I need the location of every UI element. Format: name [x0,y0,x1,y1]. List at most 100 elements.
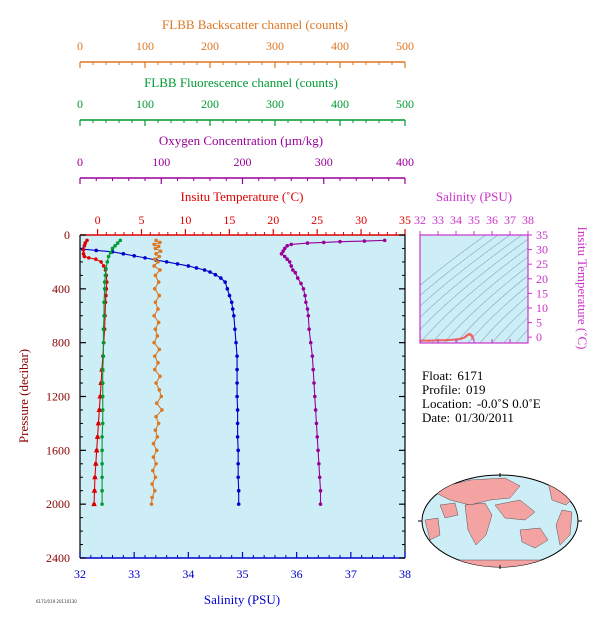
backscatter-data-point [151,455,156,459]
backscatter-data-point [155,334,160,338]
backscatter-data-point [155,435,160,439]
temperature-deep-marker [96,406,103,412]
pressure-tick-label: 1200 [46,390,70,404]
isopycnal-line [431,256,528,343]
salinity-axis-title: Salinity (PSU) [204,592,280,607]
backscatter-data-point [154,401,159,406]
backscatter-data-point [151,468,155,473]
backscatter-tick-label: 200 [201,39,219,53]
oxygen-data-point [305,241,310,245]
isopycnal-line [503,317,528,343]
date-line: Date: 01/30/2011 [422,410,514,425]
isopycnal-line [540,225,601,343]
isopycnal-line [420,247,528,343]
oxygen-data-point [304,300,308,305]
temperature-tick-label: 35 [399,213,411,227]
fluorescence-data-point [100,488,104,493]
backscatter-data-point [156,244,161,249]
salinity-tick-label: 33 [128,567,140,581]
isopycnal-line [420,235,511,307]
temperature-deep-marker [94,433,101,439]
oxygen-tick-label: 200 [234,155,252,169]
backscatter-data-point [153,428,158,432]
fluorescence-tick-label: 300 [266,97,284,111]
ts-x-tick-label: 34 [450,213,462,227]
salinity-data-point [236,461,240,466]
fluorescence-tick-label: 0 [77,97,83,111]
fluorescence-data-point [102,287,107,291]
fluorescence-data-point [115,241,120,245]
isopycnal-line [479,295,528,343]
location-line: Location: -0.0˚S 0.0˚E [422,396,541,411]
float-info: Float: 6171 Profile: 019 Location: -0.0˚S 0… [422,368,541,425]
backscatter-data-point [158,374,162,379]
fluorescence-data-point [103,273,108,278]
world-map-inset [418,473,582,569]
fluorescence-data-point [102,313,106,318]
oxygen-data-point [317,475,322,480]
oxygen-tick-label: 100 [152,155,170,169]
backscatter-data-point [154,381,158,385]
backscatter-data-point [157,254,162,259]
isopycnal-line [420,235,487,286]
salinity-data-point [194,266,199,270]
backscatter-data-point [153,246,158,251]
oxygen-data-point [311,367,315,372]
fluorescence-data-point [100,475,104,480]
backscatter-data-point [154,238,158,243]
fluorescence-tick-label: 100 [136,97,154,111]
backscatter-data-point [156,307,160,311]
salinity-data-point [175,262,180,266]
fluorescence-tick-label: 200 [201,97,219,111]
temperature-tick-label: 30 [355,213,367,227]
oxygen-data-point [281,249,285,253]
oxygen-data-point [289,264,294,268]
pressure-tick-label: 2000 [46,497,70,511]
ts-x-axis-title: Salinity (PSU) [436,189,512,204]
backscatter-data-point [152,488,157,493]
fluorescence-data-point [102,280,107,284]
temperature-deep-marker [93,460,99,466]
isopycnal-line [420,235,523,318]
salinity-data-point [236,475,240,480]
fluorescence-data-point [100,421,105,426]
salinity-data-point [235,381,239,385]
oxygen-data-point [303,293,307,298]
salinity-data-point [233,327,237,332]
ts-y-tick-label: 25 [536,257,548,271]
temperature-tick-label: 0 [95,213,101,227]
backscatter-data-point [152,287,157,291]
backscatter-data-point [156,421,161,426]
backscatter-data-point [157,347,162,352]
backscatter-data-point [150,495,154,500]
fluorescence-data-point [100,448,104,453]
oxygen-data-point [313,408,318,412]
backscatter-data-point [152,354,157,358]
fluorescence-data-point [100,435,104,439]
salinity-data-point [202,268,207,272]
ts-x-tick-label: 32 [414,213,426,227]
salinity-data-point [223,280,227,284]
backscatter-data-point [150,482,154,486]
backscatter-data-point [156,361,160,365]
oxygen-data-point [285,257,289,262]
oxygen-data-point [318,488,323,493]
backscatter-data-point [156,280,161,284]
ts-x-tick-label: 37 [504,213,516,227]
salinity-data-point [132,254,136,258]
fluorescence-tick-label: 400 [331,97,349,111]
salinity-data-point [235,408,240,412]
profile-plot-area [80,235,405,558]
ts-y-tick-label: 20 [536,272,548,286]
pressure-tick-label: 1600 [46,443,70,457]
oxygen-data-point [306,313,311,318]
oxygen-data-point [318,502,323,506]
backscatter-data-point [153,300,158,305]
oxygen-data-point [314,421,319,426]
backscatter-data-point [156,260,160,264]
ts-y-tick-label: 5 [536,316,542,330]
oxygen-data-point [301,287,306,291]
salinity-data-point [234,340,238,345]
